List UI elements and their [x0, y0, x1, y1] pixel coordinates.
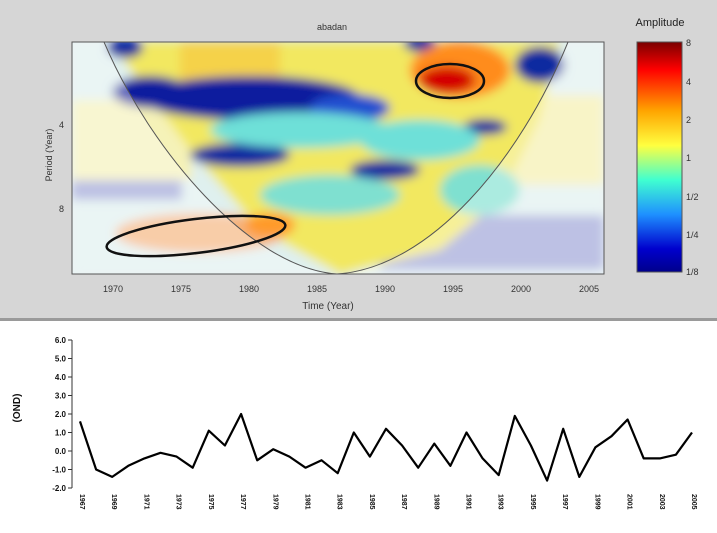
wavelet-chart: abadan Time (Year) Period (Year) 1970 19…: [44, 17, 699, 312]
x-tick-label: 1985: [368, 494, 375, 510]
timeseries-chart: (OND) 6.0 5.0 4.0 3.0 2.0 1.0 0.0 -1.0 -2.0 1967…: [12, 336, 697, 510]
x-tick-label: 1973: [175, 494, 182, 510]
x-tick-label: 1969: [110, 494, 117, 510]
y-tick-label: 4: [59, 120, 64, 130]
x-tick-label: 2001: [626, 494, 633, 510]
x-tick-label: 1985: [307, 284, 327, 294]
significance-contour-low: [105, 214, 287, 258]
colorbar-tick-label: 1/8: [686, 267, 699, 277]
x-tick-label: 2005: [690, 494, 697, 510]
x-ticks: 1970 1975 1980 1985 1990 1995 2000 2005: [103, 284, 599, 294]
y-tick-label: 1.0: [55, 429, 67, 438]
colorbar-tick-label: 1: [686, 153, 691, 163]
x-tick-label: 1990: [375, 284, 395, 294]
x-tick-label: 1997: [561, 494, 568, 510]
y-tick-label: 6.0: [55, 336, 67, 345]
heatmap-field: [72, 42, 604, 274]
x-tick-label: 1970: [103, 284, 123, 294]
y-tick-label: 5.0: [55, 355, 67, 364]
colorbar-tick-label: 8: [686, 38, 691, 48]
y-tick-label: 3.0: [55, 392, 67, 401]
x-tick-label: 1993: [497, 494, 504, 510]
x-tick-label: 1980: [239, 284, 259, 294]
colorbar-tick-label: 1/4: [686, 230, 699, 240]
x-tick-label: 1967: [78, 494, 85, 510]
y-tick-label: 4.0: [55, 373, 67, 382]
colorbar-tick-label: 1/2: [686, 192, 699, 202]
y-tick-label: 0.0: [55, 447, 67, 456]
y-ticks: 4 8: [59, 120, 64, 214]
x-tick-label: 1999: [593, 494, 600, 510]
y-tick-label: -1.0: [52, 466, 66, 475]
significance-contour-high: [414, 62, 486, 100]
y-axis-label: Period (Year): [44, 129, 54, 182]
colorbar: [636, 41, 683, 273]
line-x-ticks: 1967 1969 1971 1973 1975 1977 1979 1981 1983 1985…: [78, 494, 697, 510]
x-axis-label: Time (Year): [302, 301, 354, 312]
y-tick-label: 2.0: [55, 410, 67, 419]
y-tick-label: 8: [59, 204, 64, 214]
x-tick-label: 1981: [303, 494, 310, 510]
x-tick-label: 2005: [579, 284, 599, 294]
y-tick-label: -2.0: [52, 484, 66, 493]
heatmap-title: abadan: [317, 22, 347, 32]
x-tick-label: 1995: [529, 494, 536, 510]
line-y-ticks: 6.0 5.0 4.0 3.0 2.0 1.0 0.0 -1.0 -2.0: [52, 336, 72, 493]
x-tick-label: 1971: [142, 494, 149, 510]
line-y-axis-label: (OND): [12, 394, 23, 423]
x-tick-label: 2000: [511, 284, 531, 294]
wavelet-panel: abadan Time (Year) Period (Year) 1970 19…: [0, 0, 717, 321]
x-tick-label: 1995: [443, 284, 463, 294]
x-tick-label: 1991: [465, 494, 472, 510]
colorbar-tick-label: 4: [686, 77, 691, 87]
colorbar-label: Amplitude: [636, 17, 685, 29]
colorbar-tick-label: 2: [686, 115, 691, 125]
x-tick-label: 1989: [432, 494, 439, 510]
x-tick-label: 1977: [239, 494, 246, 510]
x-tick-label: 1975: [171, 284, 191, 294]
x-tick-label: 1983: [336, 494, 343, 510]
x-tick-label: 2003: [658, 494, 665, 510]
x-tick-label: 1979: [271, 494, 278, 510]
series-line: [78, 412, 693, 482]
x-tick-label: 1975: [207, 494, 214, 510]
colorbar-ticks: 8 4 2 1 1/2 1/4 1/8: [686, 38, 699, 277]
timeseries-panel: (OND) 6.0 5.0 4.0 3.0 2.0 1.0 0.0 -1.0 -2.0 1967…: [0, 322, 717, 528]
cone-of-influence: [72, 42, 604, 274]
x-tick-label: 1987: [400, 494, 407, 510]
